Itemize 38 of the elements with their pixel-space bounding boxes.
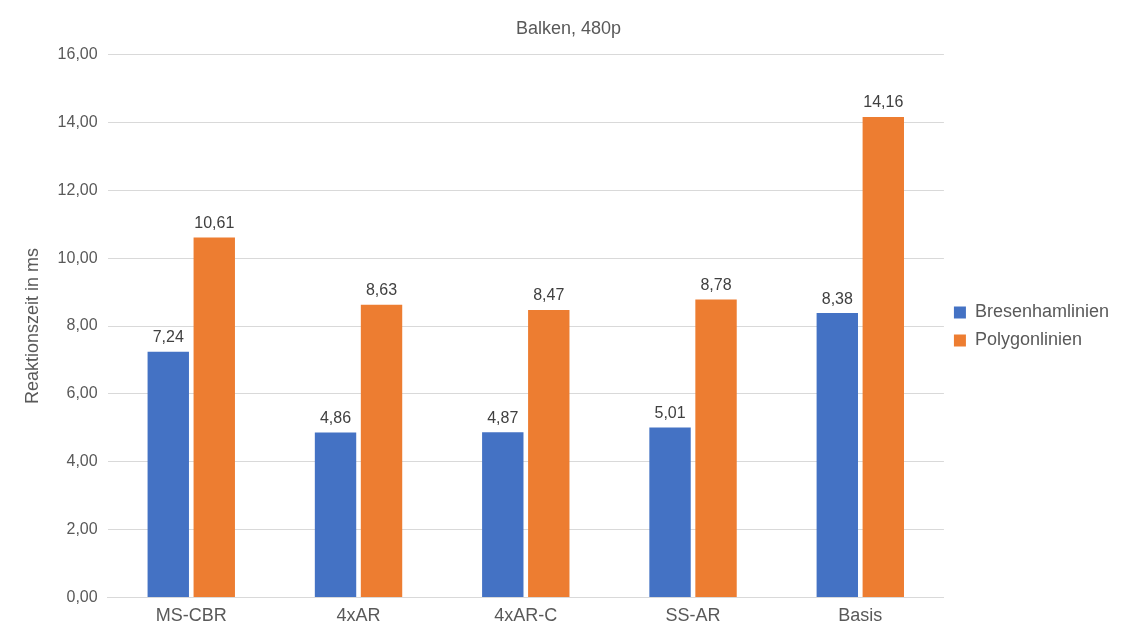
- data-label: 14,16: [863, 93, 904, 111]
- bar: [314, 432, 357, 597]
- data-label: 8,38: [821, 289, 853, 307]
- legend-label: Polygonlinien: [974, 329, 1082, 350]
- data-label: 8,47: [533, 286, 565, 304]
- bar: [816, 313, 858, 597]
- y-tick-label: 12,00: [57, 180, 98, 198]
- y-tick-label: 10,00: [57, 248, 98, 266]
- x-tick-label: SS-AR: [665, 605, 721, 626]
- chart-title: Balken, 480p: [515, 17, 622, 38]
- bar: [528, 310, 570, 597]
- legend-label: Bresenhamlinien: [974, 301, 1109, 322]
- bar: [482, 432, 524, 597]
- data-label: 4,86: [319, 408, 352, 426]
- data-label: 10,61: [194, 213, 235, 231]
- x-tick-label: Basis: [838, 605, 883, 626]
- bar: [193, 237, 235, 597]
- data-label: 4,87: [487, 408, 519, 426]
- y-tick-label: 0,00: [66, 587, 98, 605]
- x-tick-label: 4xAR-C: [494, 605, 558, 626]
- bar: [695, 299, 737, 597]
- bar: [147, 351, 189, 597]
- data-label: 8,63: [365, 281, 398, 299]
- x-tick-label: MS-CBR: [155, 605, 227, 626]
- bar: [862, 117, 904, 597]
- y-tick-label: 6,00: [66, 384, 98, 402]
- y-axis-title: Reaktionszeit in ms: [21, 247, 42, 405]
- data-label: 5,01: [654, 403, 686, 421]
- y-tick-label: 16,00: [57, 45, 98, 63]
- y-tick-label: 4,00: [66, 452, 98, 470]
- data-label: 8,78: [700, 275, 732, 293]
- y-tick-label: 2,00: [66, 519, 98, 537]
- x-tick-label: 4xAR: [336, 605, 381, 626]
- data-label: 7,24: [152, 328, 184, 346]
- bar: [360, 304, 403, 597]
- bar: [649, 427, 691, 597]
- y-tick-label: 8,00: [66, 316, 98, 334]
- y-tick-label: 14,00: [57, 112, 98, 130]
